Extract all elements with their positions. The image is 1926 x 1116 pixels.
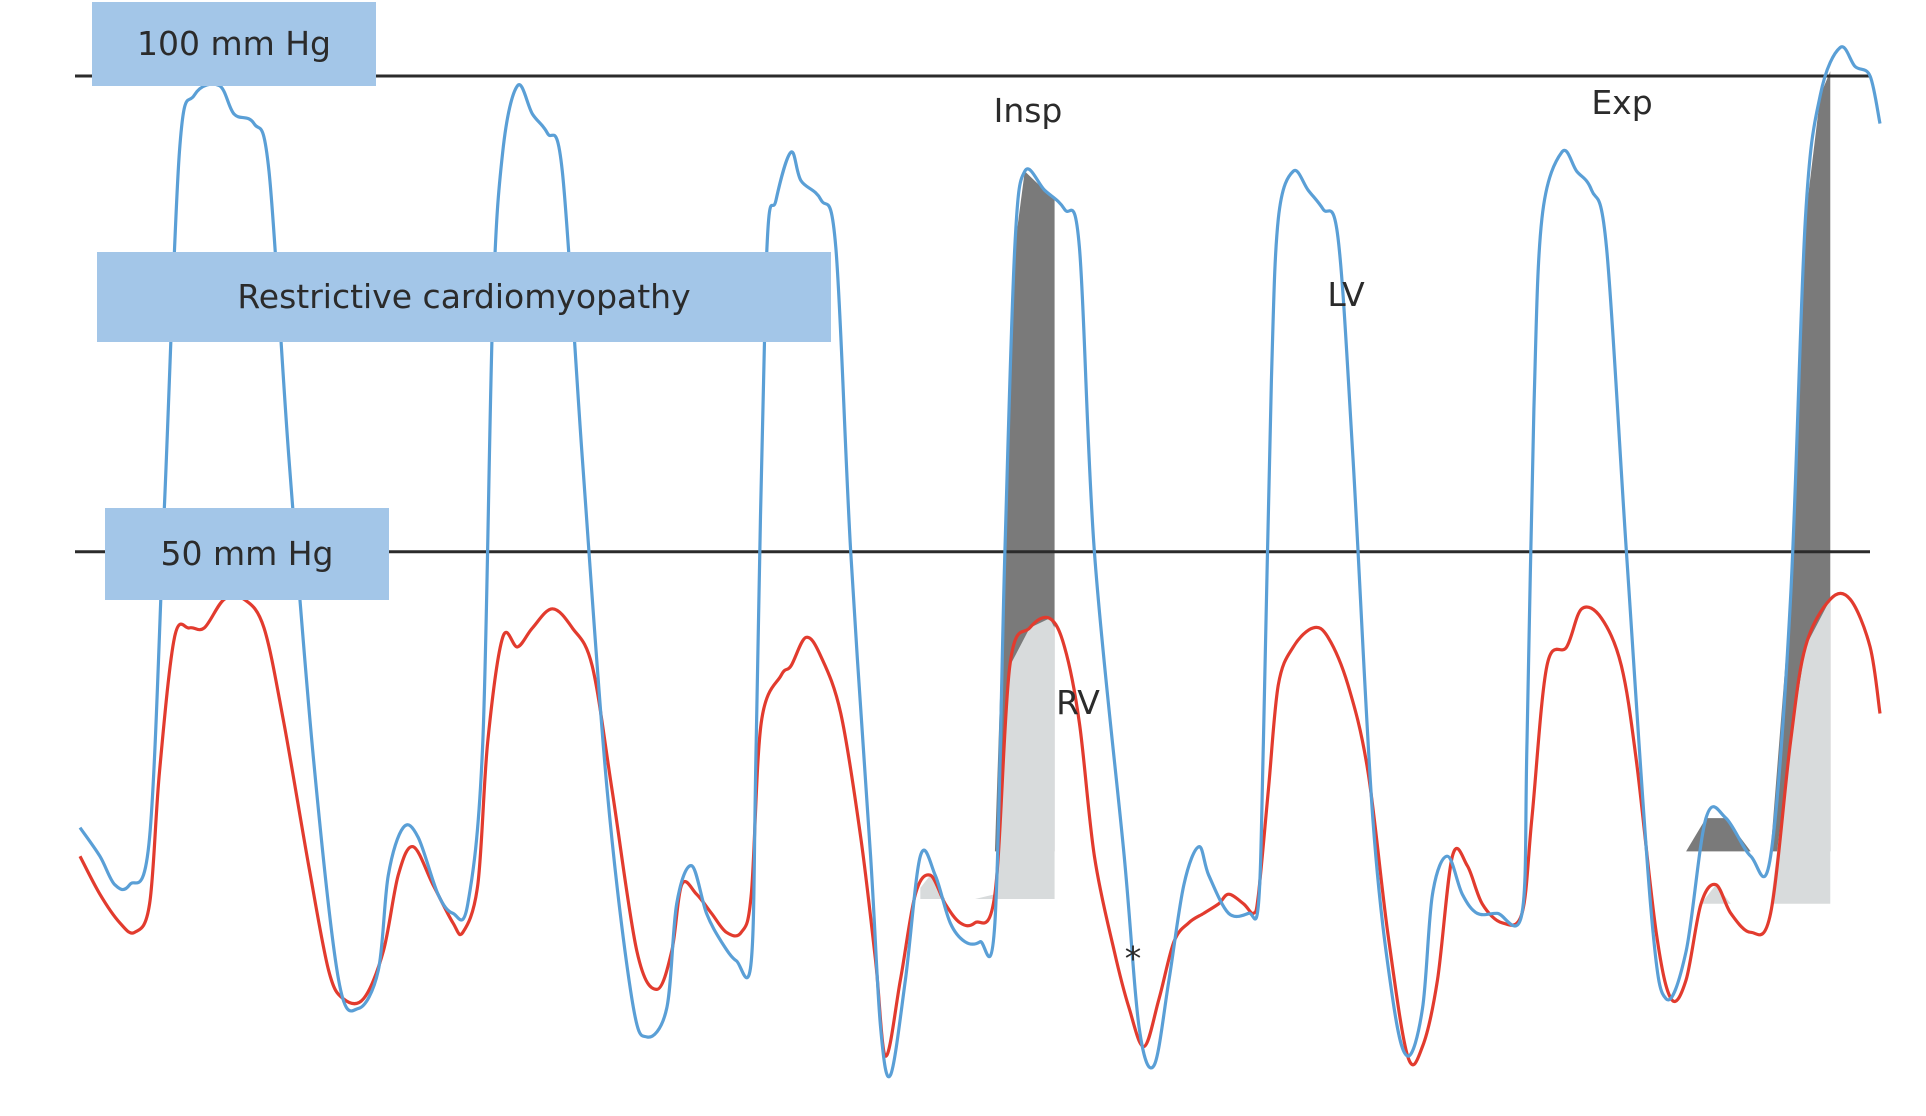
label-box-50-bg <box>105 508 389 600</box>
exp-label: Exp <box>1591 83 1652 122</box>
label-box-100-bg <box>92 2 376 86</box>
title-box-bg <box>97 252 831 342</box>
label-box-50: 50 mm Hg <box>105 508 389 600</box>
rv-label: RV <box>1056 683 1100 722</box>
asterisk-marker: * <box>1125 939 1142 978</box>
lv-shaded-area-2 <box>1681 71 1831 852</box>
label-box-100: 100 mm Hg <box>92 2 376 86</box>
shaded-area-layer <box>920 71 1831 904</box>
lv-pressure-line <box>78 45 1882 1079</box>
rv-shaded-area-2 <box>1681 599 1831 904</box>
title-box: Restrictive cardiomyopathy <box>97 252 831 342</box>
series-layer <box>78 45 1882 1079</box>
reference-label-100: 100 mm Hg <box>137 24 331 63</box>
rv-pressure-line <box>78 591 1882 1067</box>
lv-label: LV <box>1327 275 1365 314</box>
chart-title: Restrictive cardiomyopathy <box>237 277 690 316</box>
reference-label-50: 50 mm Hg <box>160 534 333 573</box>
insp-label: Insp <box>994 91 1063 130</box>
rv-shaded-area-1 <box>920 618 1055 899</box>
